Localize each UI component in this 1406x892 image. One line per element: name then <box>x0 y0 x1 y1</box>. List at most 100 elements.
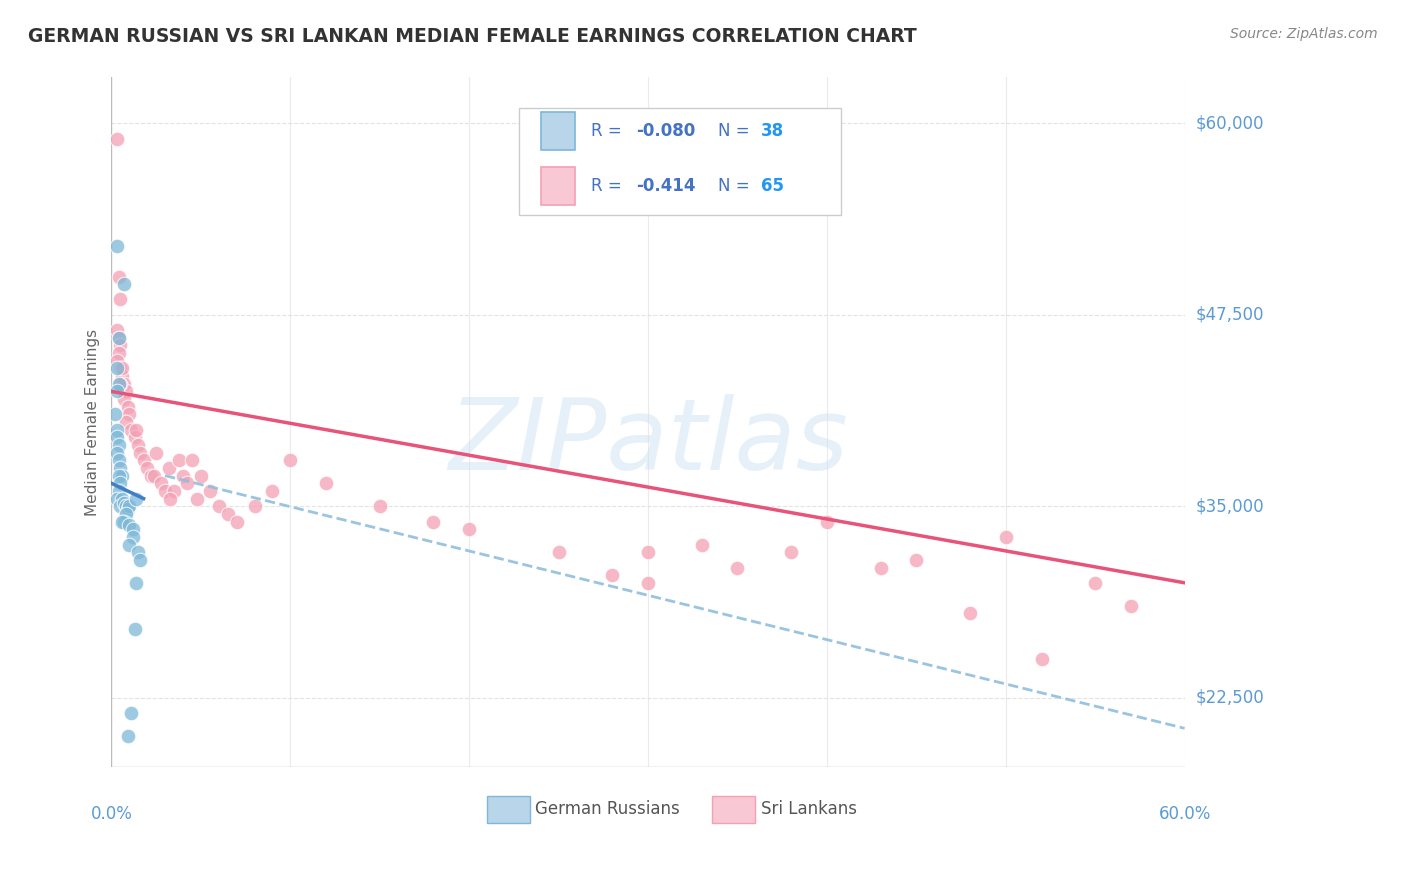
Point <box>637 545 659 559</box>
Point <box>994 530 1017 544</box>
Text: ZIPatlas: ZIPatlas <box>449 394 848 491</box>
Text: GERMAN RUSSIAN VS SRI LANKAN MEDIAN FEMALE EARNINGS CORRELATION CHART: GERMAN RUSSIAN VS SRI LANKAN MEDIAN FEMA… <box>28 27 917 45</box>
Point <box>118 517 141 532</box>
Point <box>637 575 659 590</box>
Point <box>105 491 128 506</box>
Point <box>107 438 129 452</box>
Point <box>198 483 221 498</box>
Text: N =: N = <box>717 177 755 195</box>
Point <box>176 476 198 491</box>
Point <box>105 323 128 337</box>
Point <box>107 331 129 345</box>
Point <box>112 392 135 406</box>
Point <box>125 575 148 590</box>
Point <box>111 491 134 506</box>
Point <box>725 560 748 574</box>
Point <box>114 384 136 399</box>
Point <box>110 500 132 514</box>
Point <box>105 445 128 459</box>
Point <box>112 515 135 529</box>
Bar <box>486 796 530 823</box>
Point <box>163 483 186 498</box>
Point <box>157 461 180 475</box>
Point <box>143 468 166 483</box>
Point <box>114 500 136 514</box>
Point <box>117 400 139 414</box>
Point <box>186 491 208 506</box>
Point <box>458 522 481 536</box>
Point <box>159 491 181 506</box>
Text: 60.0%: 60.0% <box>1159 805 1211 823</box>
Point <box>107 346 129 360</box>
Point <box>208 500 231 514</box>
Point <box>217 507 239 521</box>
Point <box>150 476 173 491</box>
Text: 38: 38 <box>761 122 783 140</box>
Point <box>315 476 337 491</box>
Point <box>112 376 135 391</box>
Point <box>1084 575 1107 590</box>
Text: $60,000: $60,000 <box>1195 114 1264 132</box>
Point <box>132 453 155 467</box>
Point <box>905 553 928 567</box>
Point <box>243 500 266 514</box>
Point <box>107 376 129 391</box>
Point <box>169 453 191 467</box>
Point <box>780 545 803 559</box>
Point <box>105 353 128 368</box>
Point <box>110 338 132 352</box>
Text: N =: N = <box>717 122 755 140</box>
Text: 65: 65 <box>761 177 783 195</box>
Point <box>180 453 202 467</box>
Point <box>1119 599 1142 613</box>
Point <box>110 361 132 376</box>
Point <box>136 461 159 475</box>
Point <box>110 293 132 307</box>
Point <box>120 706 142 720</box>
Point <box>105 361 128 376</box>
Point <box>278 453 301 467</box>
Point <box>117 729 139 743</box>
Point <box>110 376 132 391</box>
Text: -0.080: -0.080 <box>636 122 696 140</box>
Point <box>125 423 148 437</box>
Point <box>127 438 149 452</box>
Text: Source: ZipAtlas.com: Source: ZipAtlas.com <box>1230 27 1378 41</box>
Point <box>869 560 891 574</box>
Point <box>120 423 142 437</box>
Text: $22,500: $22,500 <box>1195 689 1264 706</box>
Point <box>110 476 132 491</box>
Bar <box>541 112 575 150</box>
Point <box>105 131 128 145</box>
Point <box>117 502 139 516</box>
Bar <box>713 796 755 823</box>
Point <box>111 468 134 483</box>
Point <box>600 568 623 582</box>
Point <box>107 483 129 498</box>
Text: 0.0%: 0.0% <box>90 805 132 823</box>
Point <box>815 515 838 529</box>
Point <box>118 408 141 422</box>
Point <box>110 461 132 475</box>
Point <box>129 445 152 459</box>
Point <box>547 545 569 559</box>
Point <box>111 361 134 376</box>
Point <box>172 468 194 483</box>
Text: R =: R = <box>591 122 627 140</box>
Point <box>114 507 136 521</box>
Y-axis label: Median Female Earnings: Median Female Earnings <box>86 328 100 516</box>
Point <box>125 491 148 506</box>
Point <box>190 468 212 483</box>
Point <box>145 445 167 459</box>
Point <box>105 239 128 253</box>
Point <box>105 384 128 399</box>
Point <box>422 515 444 529</box>
Point <box>105 423 128 437</box>
Point <box>225 515 247 529</box>
Point <box>262 483 284 498</box>
Point <box>118 537 141 551</box>
Text: German Russians: German Russians <box>536 800 681 818</box>
Point <box>1031 652 1053 666</box>
Point <box>112 496 135 510</box>
Point <box>112 277 135 292</box>
